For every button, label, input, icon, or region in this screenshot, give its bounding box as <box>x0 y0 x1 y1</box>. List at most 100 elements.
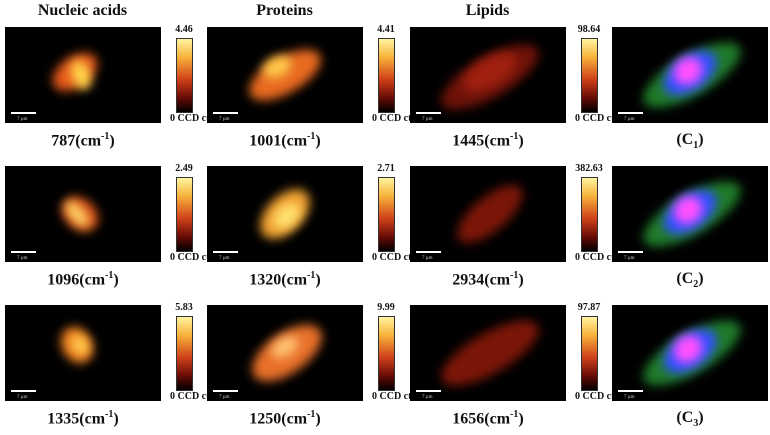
unit-exponent: -1 <box>510 131 519 142</box>
wavenumber-value: 2934 <box>452 271 485 289</box>
unit-exponent: -1 <box>105 409 114 420</box>
unit: (cm <box>484 271 511 289</box>
composite-label: (C1) <box>612 131 768 151</box>
paren: ( <box>676 131 682 148</box>
unit-close: ) <box>518 132 524 150</box>
wavenumber-label: 1001(cm-1) <box>207 131 363 150</box>
colorbar-min-label: 0 CCD cts <box>372 252 416 263</box>
column-header: Lipids <box>465 2 510 19</box>
colorbar-max-label: 5.83 <box>175 302 193 313</box>
colorbar-max-label: 98.64 <box>577 24 601 35</box>
scale-bar-label: 7 µm <box>219 395 230 400</box>
wavenumber-label: 2934(cm-1) <box>410 270 566 289</box>
unit-close: ) <box>113 271 119 289</box>
scale-bar <box>416 112 441 114</box>
composite-letter: C <box>681 409 694 426</box>
unit-exponent: -1 <box>307 131 316 142</box>
colorbar <box>378 38 395 113</box>
paren: ( <box>676 409 682 426</box>
unit-close: ) <box>518 410 524 428</box>
colorbar-max-label: 4.41 <box>377 24 395 35</box>
colorbar <box>378 177 395 252</box>
scale-bar-label: 7 µm <box>422 256 433 261</box>
unit-close: ) <box>315 132 321 150</box>
wavenumber-label: 1096(cm-1) <box>5 270 161 289</box>
scale-bar-label: 7 µm <box>219 117 230 122</box>
wavenumber-value: 1445 <box>452 132 485 150</box>
unit-exponent: -1 <box>510 409 519 420</box>
colorbar <box>378 316 395 391</box>
intensity-region <box>448 175 532 253</box>
colorbar-min-label: 0 CCD cts <box>575 113 619 124</box>
unit: (cm <box>79 410 106 428</box>
raman-map-image: 7 µm <box>207 305 363 401</box>
unit: (cm <box>281 410 308 428</box>
scale-bar <box>416 251 441 253</box>
unit-exponent: -1 <box>307 409 316 420</box>
unit: (cm <box>75 132 102 150</box>
scale-bar-label: 7 µm <box>422 395 433 400</box>
composite-index: 1 <box>693 140 699 152</box>
colorbar-max-label: 2.49 <box>175 163 193 174</box>
scale-bar-label: 7 µm <box>624 117 635 122</box>
composite-letter: C <box>681 270 694 287</box>
scale-bar-label: 7 µm <box>17 395 28 400</box>
colorbar-max-label: 382.63 <box>575 163 603 174</box>
colorbar-min-label: 0 CCD cts <box>575 252 619 263</box>
colorbar-min-label: 0 CCD cts <box>170 252 214 263</box>
raman-map-image: 7 µm <box>5 166 161 262</box>
scale-bar <box>11 112 36 114</box>
wavenumber-label: 1250(cm-1) <box>207 409 363 428</box>
wavenumber-value: 1001 <box>249 132 282 150</box>
wavenumber-label: 1335(cm-1) <box>5 409 161 428</box>
raman-map-image: 7 µm <box>410 305 566 401</box>
colorbar-max-label: 2.71 <box>377 163 395 174</box>
scale-bar <box>618 112 643 114</box>
raman-map-image: 7 µm <box>410 166 566 262</box>
scale-bar <box>416 390 441 392</box>
colorbar-max-label: 9.99 <box>377 302 395 313</box>
intensity-region <box>241 39 329 111</box>
unit-close: ) <box>518 271 524 289</box>
wavenumber-value: 1096 <box>47 271 80 289</box>
column-header: Proteins <box>256 2 313 19</box>
wavenumber-label: 1445(cm-1) <box>410 131 566 150</box>
composite-label: (C3) <box>612 409 768 429</box>
colorbar-max-label: 4.46 <box>175 24 193 35</box>
scale-bar-label: 7 µm <box>219 256 230 261</box>
unit: (cm <box>281 132 308 150</box>
colorbar <box>581 177 598 252</box>
raman-map-image: 7 µm <box>207 27 363 123</box>
colorbar-max-label: 97.87 <box>577 302 601 313</box>
scale-bar <box>11 251 36 253</box>
wavenumber-value: 787 <box>51 132 76 150</box>
raman-map-image: 7 µm <box>207 166 363 262</box>
scale-bar-label: 7 µm <box>422 117 433 122</box>
composite-index: 2 <box>693 279 699 291</box>
wavenumber-label: 787(cm-1) <box>5 131 161 150</box>
unit-exponent: -1 <box>101 131 110 142</box>
paren: ) <box>698 131 704 148</box>
scale-bar-label: 7 µm <box>624 256 635 261</box>
column-header: Nucleic acids <box>37 2 128 19</box>
wavenumber-value: 1335 <box>47 410 80 428</box>
unit-exponent: -1 <box>105 270 114 281</box>
unit-exponent: -1 <box>307 270 316 281</box>
paren: ( <box>676 270 682 287</box>
composite-label: (C2) <box>612 270 768 290</box>
scale-bar <box>618 251 643 253</box>
wavenumber-value: 1656 <box>452 410 485 428</box>
composite-index: 3 <box>693 418 699 430</box>
colorbar-min-label: 0 CCD cts <box>170 391 214 402</box>
scale-bar <box>213 390 238 392</box>
scale-bar <box>618 390 643 392</box>
wavenumber-value: 1250 <box>249 410 282 428</box>
unit-close: ) <box>113 410 119 428</box>
colorbar <box>176 38 193 113</box>
scale-bar-label: 7 µm <box>17 256 28 261</box>
wavenumber-label: 1320(cm-1) <box>207 270 363 289</box>
unit-exponent: -1 <box>510 270 519 281</box>
colorbar-min-label: 0 CCD cts <box>575 391 619 402</box>
colorbar-min-label: 0 CCD cts <box>372 391 416 402</box>
unit-close: ) <box>315 410 321 428</box>
